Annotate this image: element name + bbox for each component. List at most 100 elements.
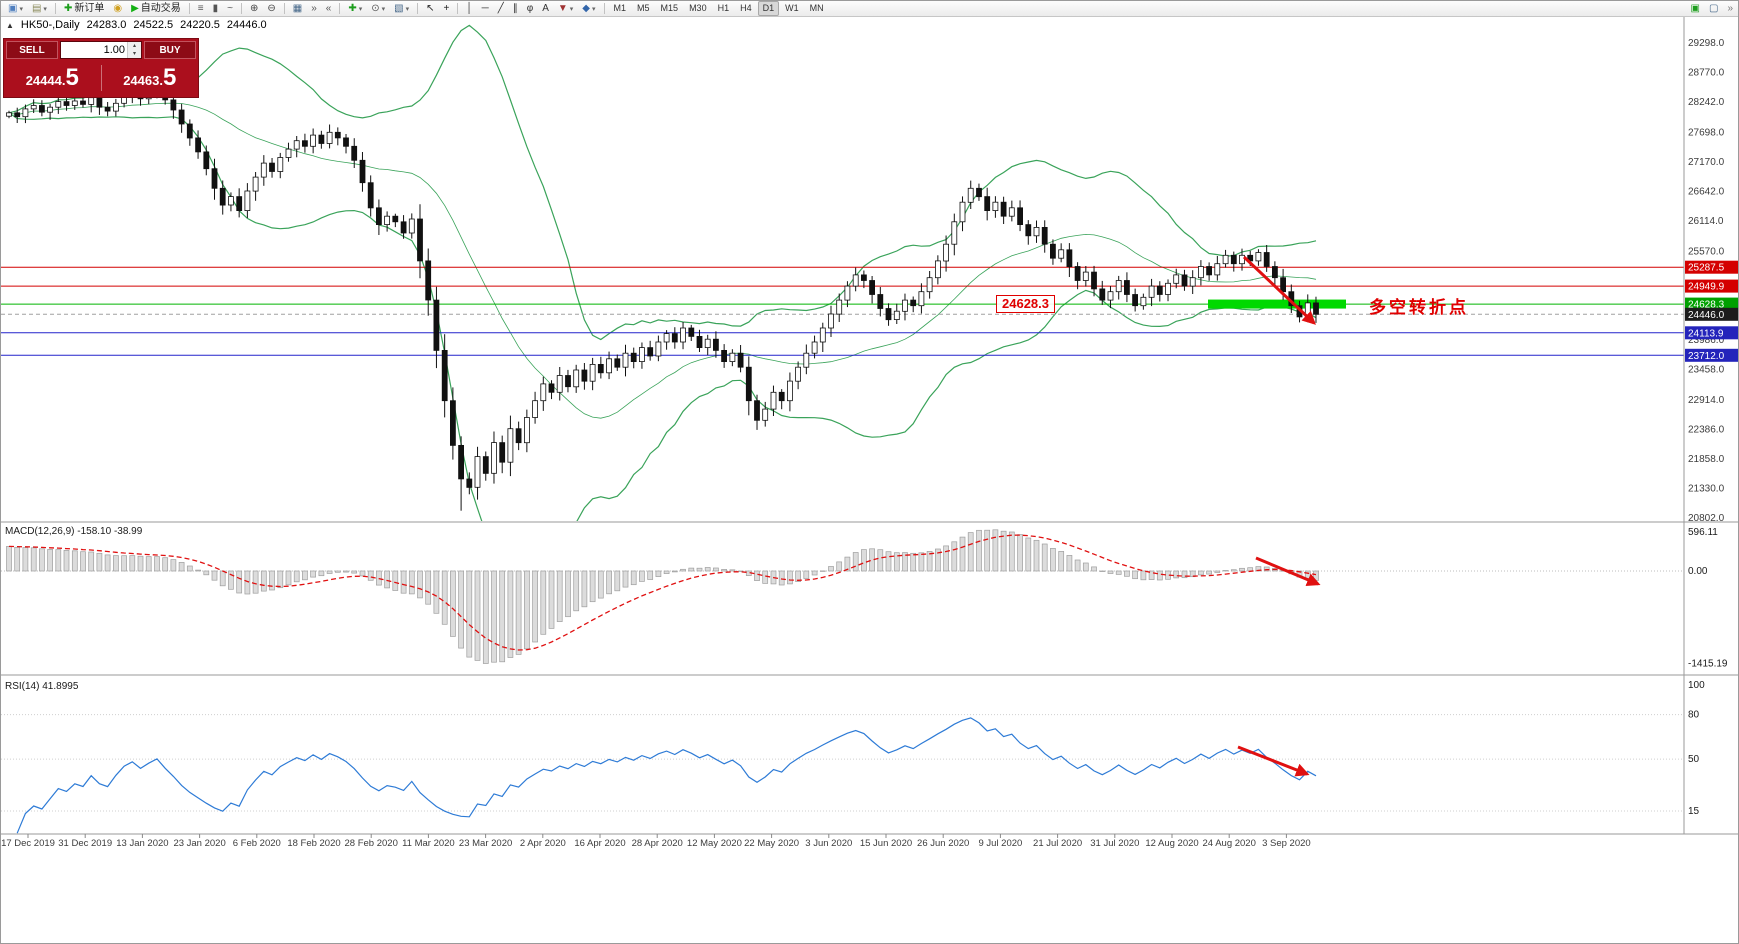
trend-arrow-macd[interactable] xyxy=(1255,556,1321,587)
buy-button[interactable]: BUY xyxy=(144,41,196,59)
toolbar-separator xyxy=(54,3,56,14)
time-axis-label: 31 Dec 2019 xyxy=(58,838,112,849)
bar-chart-icon[interactable]: ≡ xyxy=(194,1,208,17)
horizontal-level-lines[interactable] xyxy=(1,266,1684,356)
toolbar-overflow-icon[interactable]: » xyxy=(1723,1,1737,17)
periods-icon: ⊙ xyxy=(371,2,380,14)
line-chart-icon: ~ xyxy=(227,2,233,14)
timeframe-button-d1[interactable]: D1 xyxy=(757,1,780,16)
time-axis-label: 6 Feb 2020 xyxy=(233,838,281,849)
toolbar-separator xyxy=(283,3,285,14)
macd-scale-label: 596.11 xyxy=(1688,527,1718,538)
time-axis-label: 24 Aug 2020 xyxy=(1203,838,1256,849)
indicators-icon[interactable]: ✚ ▾ xyxy=(344,1,366,17)
chart-canvas[interactable]: 29298.0 28770.0 28242.0 27698.0 27170.0 26642… xyxy=(1,17,1739,944)
price-axis-label: 21858.0 xyxy=(1688,454,1725,465)
new-chart-icon[interactable]: ▣ ▾ xyxy=(4,1,27,17)
zoom-in-icon[interactable]: ⊕ xyxy=(246,1,262,17)
new-window-icon: ▣ xyxy=(1690,2,1700,14)
level-callout-label[interactable]: 24628.3 xyxy=(996,295,1055,313)
sell-button[interactable]: SELL xyxy=(6,41,58,59)
one-click-collapse-icon[interactable]: ▲ xyxy=(6,20,14,30)
channel-icon: ∥ xyxy=(512,2,518,14)
channel-icon[interactable]: ∥ xyxy=(509,1,522,17)
volume-down-button[interactable]: ▾ xyxy=(128,50,141,58)
price-axis-label: 25570.0 xyxy=(1688,246,1725,257)
one-click-trading-panel: SELL ▴ ▾ BUY 24444.5 24463.5 xyxy=(3,38,199,98)
candle-chart-icon[interactable]: ▮ xyxy=(209,1,223,17)
highlight-bar[interactable] xyxy=(1208,299,1346,309)
price-axis-label: 22914.0 xyxy=(1688,395,1725,406)
volume-input[interactable] xyxy=(61,42,127,58)
zoom-out-icon[interactable]: ⊖ xyxy=(263,1,279,17)
time-axis-label: 23 Mar 2020 xyxy=(459,838,512,849)
price-badge-label: 24113.9 xyxy=(1688,328,1724,339)
turning-point-label[interactable]: 多空转折点 xyxy=(1369,298,1469,317)
buy-price[interactable]: 24463. 5 xyxy=(123,64,177,91)
templates-icon[interactable]: ▧ ▾ xyxy=(390,1,413,17)
periods-icon[interactable]: ⊙ ▾ xyxy=(367,1,389,17)
sell-price[interactable]: 24444. 5 xyxy=(25,64,79,91)
time-axis-label: 28 Apr 2020 xyxy=(632,838,683,849)
trend-arrow-rsi[interactable] xyxy=(1237,745,1310,777)
timeframe-button-h4[interactable]: H4 xyxy=(740,3,752,13)
shapes-icon[interactable]: ◆ ▾ xyxy=(578,1,599,17)
chart-info-line: ▲ HK50-,Daily 24283.0 24522.5 24220.5 24… xyxy=(6,19,267,31)
price-badge xyxy=(1685,326,1738,340)
auto-scroll-icon[interactable]: » xyxy=(307,1,321,17)
volume-up-button[interactable]: ▴ xyxy=(128,42,141,50)
price-badge-label: 24628.3 xyxy=(1688,300,1725,311)
arrows-icon[interactable]: ▼ ▾ xyxy=(554,1,577,17)
candles-layer xyxy=(6,86,1319,511)
chart-symbol-period: HK50-,Daily xyxy=(20,19,80,31)
price-badge-label: 23712.0 xyxy=(1688,351,1725,362)
price-divider xyxy=(100,65,102,91)
auto-trading-button[interactable]: ▶ 自动交易 xyxy=(127,1,185,17)
timeframe-button-m5[interactable]: M5 xyxy=(637,3,650,13)
timeframe-button-w1[interactable]: W1 xyxy=(785,3,799,13)
time-axis-label: 3 Jun 2020 xyxy=(805,838,852,849)
timeframe-button-h1[interactable]: H1 xyxy=(717,3,730,13)
profiles-icon[interactable]: ▤ ▾ xyxy=(28,1,51,17)
macd-scale-label: -1415.19 xyxy=(1688,659,1728,670)
time-axis-label: 2 Apr 2020 xyxy=(520,838,566,849)
vertical-line-icon: │ xyxy=(466,2,473,14)
trendline-icon[interactable]: ╱ xyxy=(494,1,508,17)
new-order-button[interactable]: ✚ 新订单 xyxy=(60,1,108,17)
trend-arrow-main[interactable] xyxy=(1242,255,1316,325)
vertical-line-icon[interactable]: │ xyxy=(462,1,476,17)
price-axis-label: 23458.0 xyxy=(1688,365,1725,376)
chevron-down-icon: ▾ xyxy=(358,5,363,13)
text-icon[interactable]: A xyxy=(538,1,553,17)
chart-shift-icon: « xyxy=(325,2,332,14)
tile-windows-icon[interactable]: ▦ xyxy=(289,1,306,17)
horizontal-line-icon[interactable]: ─ xyxy=(478,1,493,17)
symbols-icon[interactable]: ◉ xyxy=(109,1,126,17)
window-list-icon[interactable]: ▢ xyxy=(1705,1,1722,17)
timeframe-button-m15[interactable]: M15 xyxy=(660,3,679,13)
chevron-down-icon: ▾ xyxy=(19,5,23,13)
volume-box: ▴ ▾ xyxy=(60,41,142,59)
time-axis-label: 17 Dec 2019 xyxy=(1,838,55,849)
timeframe-button-mn[interactable]: MN xyxy=(809,3,824,13)
cursor-icon[interactable]: ↖ xyxy=(422,1,438,17)
price-badge xyxy=(1685,279,1738,293)
bar-chart-icon: ≡ xyxy=(197,2,204,14)
toolbar-separator xyxy=(339,3,341,14)
auto-scroll-icon: » xyxy=(311,2,317,14)
fibonacci-icon[interactable]: φ xyxy=(523,1,537,17)
cursor-icon: ↖ xyxy=(426,2,435,14)
shapes-icon: ◆ xyxy=(582,2,590,14)
time-axis-label: 21 Jul 2020 xyxy=(1033,838,1082,849)
bollinger-lower-line xyxy=(8,112,1317,521)
new-window-icon[interactable]: ▣ xyxy=(1687,1,1704,17)
chart-shift-icon[interactable]: « xyxy=(322,1,336,17)
toolbar-separator xyxy=(603,3,605,14)
price-axis-label: 20802.0 xyxy=(1688,513,1725,524)
price-axis-labels: 29298.0 28770.0 28242.0 27698.0 27170.0 26642… xyxy=(1688,38,1725,524)
crosshair-icon[interactable]: + xyxy=(440,1,454,17)
line-chart-icon[interactable]: ~ xyxy=(223,1,237,17)
timeframe-button-m30[interactable]: M30 xyxy=(689,3,707,13)
timeframe-button-m1[interactable]: M1 xyxy=(613,3,627,13)
